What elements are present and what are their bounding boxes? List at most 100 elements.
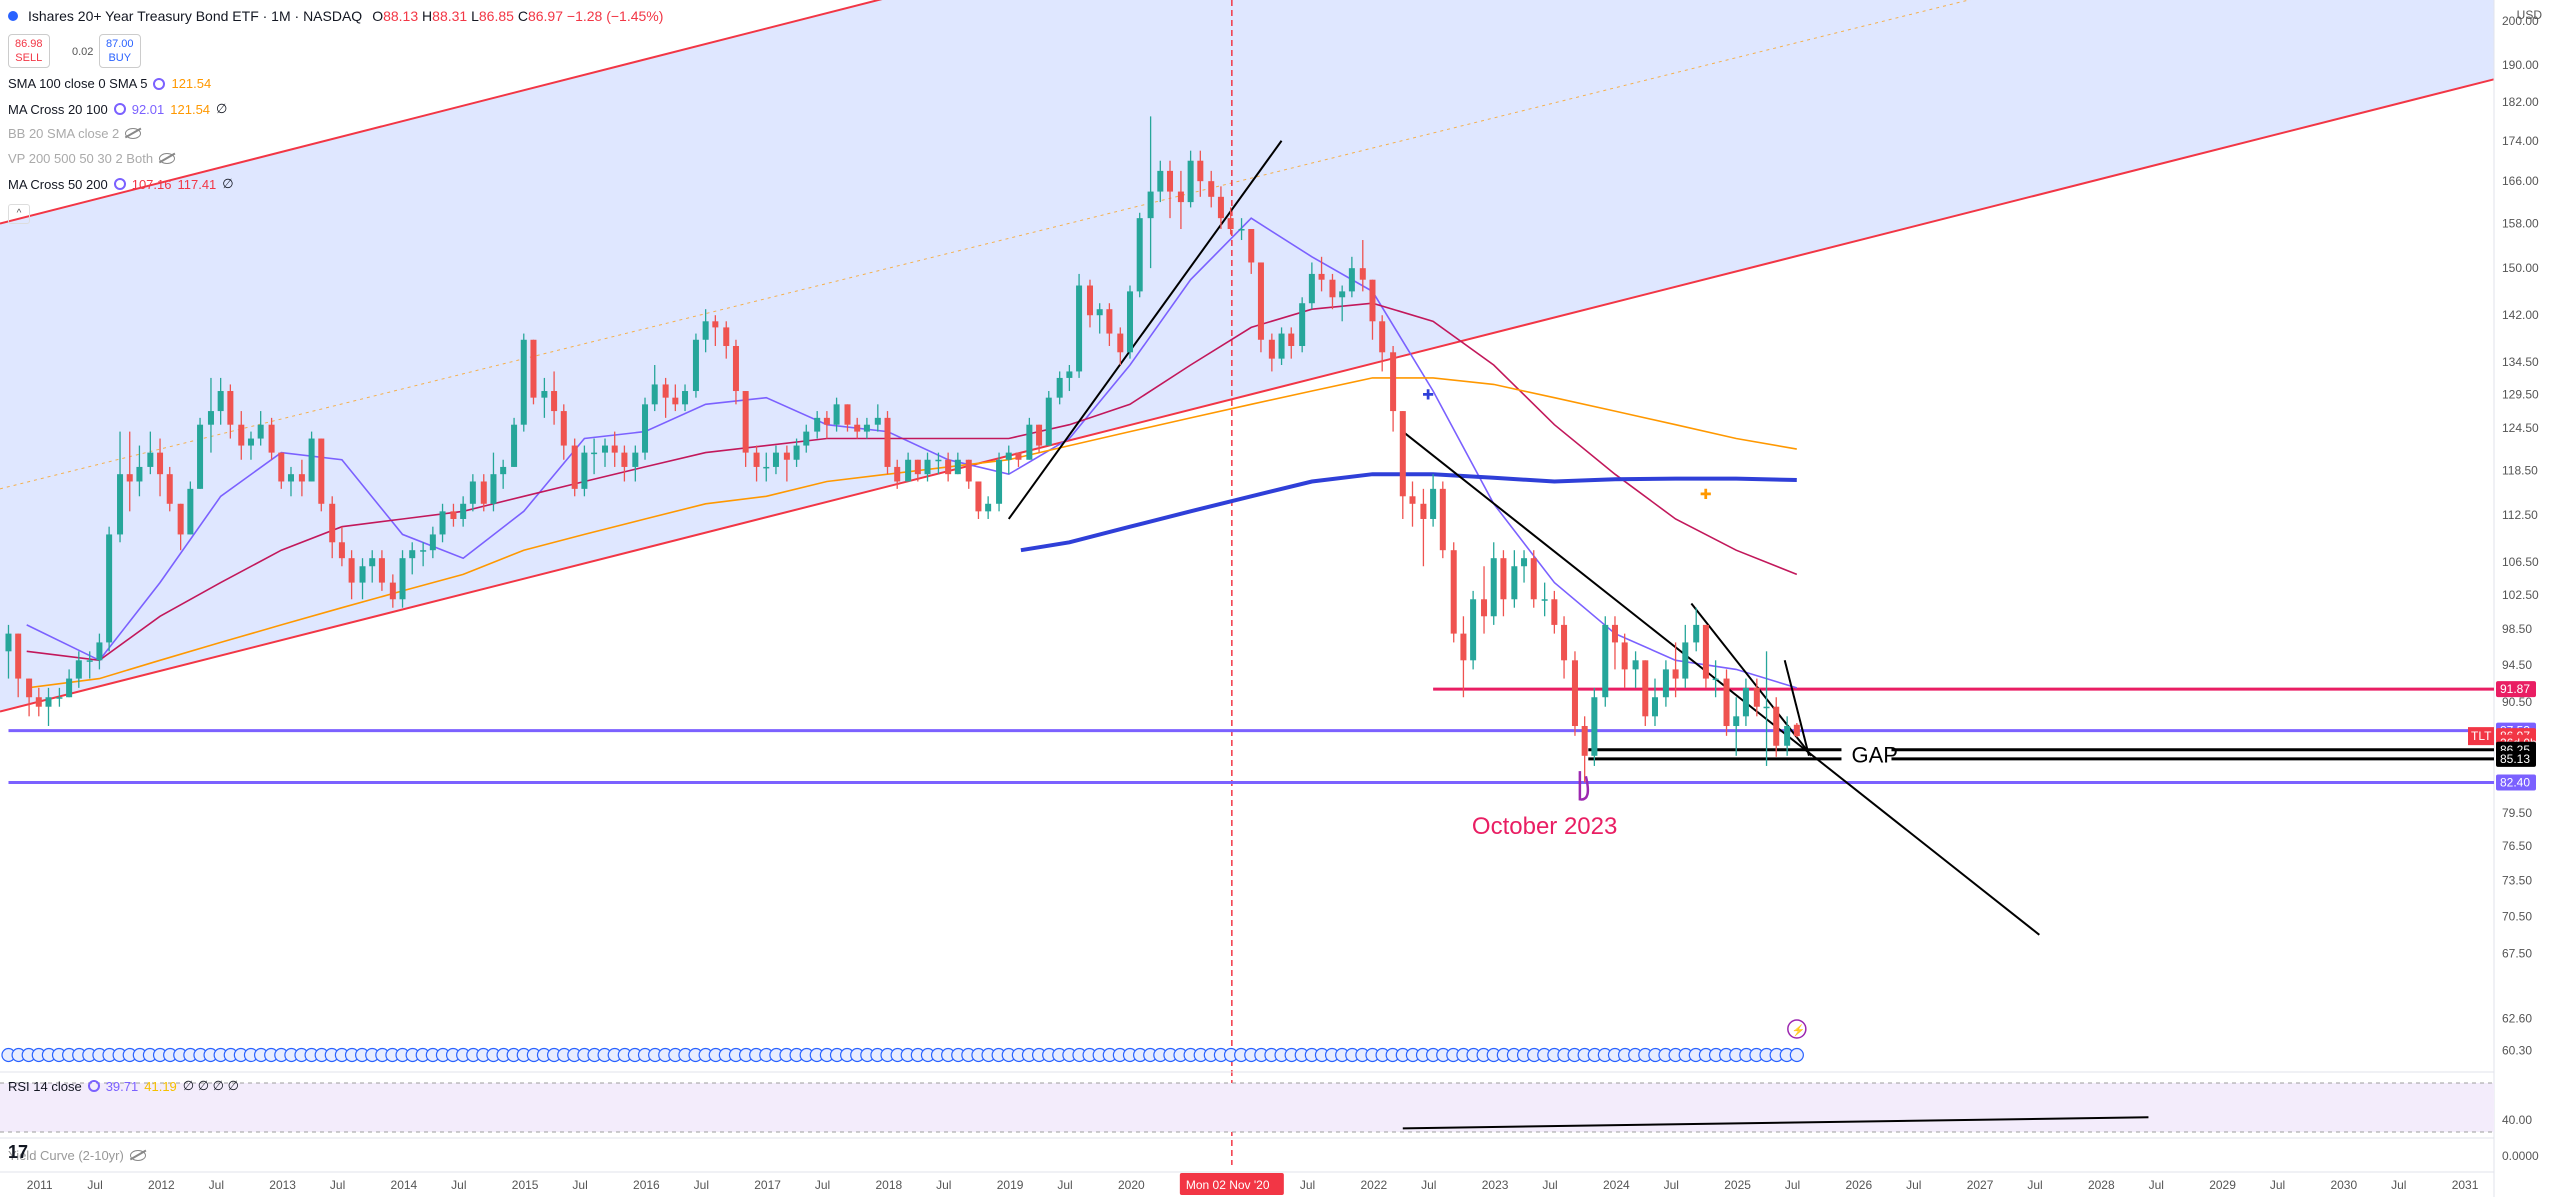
indicator-legend-row[interactable]: BB 20 SMA close 2 xyxy=(8,126,142,141)
candle-body xyxy=(1076,285,1083,372)
indicator-name: BB 20 SMA close 2 xyxy=(8,126,120,141)
sell-button[interactable]: 86.98 SELL xyxy=(8,34,50,68)
time-tick-label: 2023 xyxy=(1482,1178,1509,1192)
yield-curve-label: Yield Curve (2-10yr) xyxy=(8,1148,124,1163)
candle-body xyxy=(1702,624,1709,679)
candle-body xyxy=(602,445,609,453)
indicator-value: 107.16 xyxy=(131,176,172,192)
candle-body xyxy=(257,424,264,439)
hidden-eye-icon[interactable] xyxy=(125,128,142,139)
candle-body xyxy=(1420,503,1427,519)
candle-body xyxy=(1318,273,1325,280)
yield-curve-legend[interactable]: Yield Curve (2-10yr) xyxy=(8,1148,146,1163)
indicator-legend-row[interactable]: MA Cross 50 200 107.16 117.41 ∅ xyxy=(8,176,234,192)
candle-body xyxy=(1248,229,1255,263)
buy-button[interactable]: 87.00 BUY xyxy=(99,34,141,68)
candle-body xyxy=(1621,642,1628,670)
candle-body xyxy=(1662,669,1669,698)
settings-icon[interactable] xyxy=(113,178,126,190)
candle-body xyxy=(702,321,709,340)
time-tick-label: Jul xyxy=(694,1178,709,1192)
candle-body xyxy=(1430,488,1437,519)
price-tick-label: 70.50 xyxy=(2502,909,2532,923)
indicator-value: 121.54 xyxy=(171,76,212,91)
candle-body xyxy=(581,452,588,489)
candle-body xyxy=(1632,660,1639,670)
symbol-title[interactable]: Ishares 20+ Year Treasury Bond ETF · 1M … xyxy=(28,8,363,24)
indicator-legend-row[interactable]: VP 200 500 50 30 2 Both xyxy=(8,151,176,166)
candle-body xyxy=(96,642,103,661)
candle-body xyxy=(1217,196,1224,219)
candle-body xyxy=(1197,160,1204,182)
time-tick-label: 2028 xyxy=(2088,1178,2115,1192)
time-tick-label: Jul xyxy=(2027,1178,2042,1192)
candle-body xyxy=(1288,333,1295,347)
indicator-name: MA Cross 50 200 xyxy=(8,176,108,192)
candle-body xyxy=(247,438,254,446)
candle-body xyxy=(86,660,93,662)
hidden-eye-icon[interactable] xyxy=(159,153,176,164)
indicator-legend-row[interactable]: SMA 100 close 0 SMA 5 121.54 xyxy=(8,76,211,91)
price-tick-label: 124.50 xyxy=(2502,421,2539,435)
candle-body xyxy=(348,558,355,583)
candle-body xyxy=(429,534,436,551)
candle-body xyxy=(1581,726,1588,756)
price-tick-label: 142.00 xyxy=(2502,308,2539,322)
rsi-legend-name: RSI 14 close xyxy=(8,1078,82,1094)
candle-body xyxy=(1369,279,1376,322)
candle-body xyxy=(814,417,821,432)
channel-mid-line xyxy=(0,0,1971,490)
candle-body xyxy=(359,566,366,583)
candle-body xyxy=(1742,687,1749,717)
candle-body xyxy=(1784,726,1791,746)
settings-icon[interactable] xyxy=(113,103,126,115)
time-tick-label: 2014 xyxy=(391,1178,418,1192)
candle-body xyxy=(591,452,598,455)
candle-body xyxy=(914,459,921,475)
time-tick-label: 2022 xyxy=(1360,1178,1387,1192)
rsi-legend[interactable]: RSI 14 close 39.71 41.19 ∅ ∅ ∅ ∅ xyxy=(8,1078,239,1094)
candle-body xyxy=(611,445,618,453)
price-axis-bg xyxy=(2494,0,2560,1197)
candle-body xyxy=(469,481,476,504)
candle-body xyxy=(642,404,649,453)
candle-body xyxy=(511,424,518,467)
channel-upper-line xyxy=(0,0,883,225)
price-axis-label: 91.87 xyxy=(2500,682,2530,696)
indicator-legend-row[interactable]: MA Cross 20 100 92.01 121.54 ∅ xyxy=(8,101,227,117)
candle-body xyxy=(1460,633,1467,661)
currency-selector[interactable]: USD xyxy=(2516,8,2542,22)
candle-body xyxy=(1359,268,1366,280)
candle-body xyxy=(480,481,487,504)
indicator-name: SMA 100 close 0 SMA 5 xyxy=(8,76,148,91)
candle-body xyxy=(571,445,578,489)
settings-icon[interactable] xyxy=(153,77,166,90)
price-tick-label: 200.00 xyxy=(2502,14,2539,28)
hidden-eye-icon[interactable] xyxy=(129,1150,146,1161)
crosshair-date-label: Mon 02 Nov '20 xyxy=(1186,1178,1270,1192)
ohlc-open-key: O xyxy=(372,8,384,24)
candle-body xyxy=(147,452,154,467)
candle-body xyxy=(1106,309,1113,334)
time-tick-label: Jul xyxy=(1785,1178,1800,1192)
buy-label: BUY xyxy=(108,52,132,64)
time-tick-label: 2017 xyxy=(754,1178,781,1192)
price-tick-label: 134.50 xyxy=(2502,355,2539,369)
indicator-name: VP 200 500 50 30 2 Both xyxy=(8,151,154,166)
time-tick-label: Jul xyxy=(1421,1178,1436,1192)
symbol-logo-icon xyxy=(8,11,18,21)
candle-body xyxy=(894,466,901,482)
price-tick-label: 190.00 xyxy=(2502,58,2539,72)
price-tick-label: 67.50 xyxy=(2502,947,2532,961)
candle-body xyxy=(1329,279,1336,298)
ohlc-close-key: C xyxy=(517,8,528,24)
candle-body xyxy=(369,558,376,567)
candle-body xyxy=(520,339,527,425)
candle-body xyxy=(217,391,224,412)
candle-body xyxy=(378,558,385,583)
collapse-legend-button[interactable]: ^ xyxy=(8,204,30,224)
settings-icon[interactable] xyxy=(87,1080,100,1092)
candle-body xyxy=(26,678,33,698)
candle-body xyxy=(541,391,548,398)
